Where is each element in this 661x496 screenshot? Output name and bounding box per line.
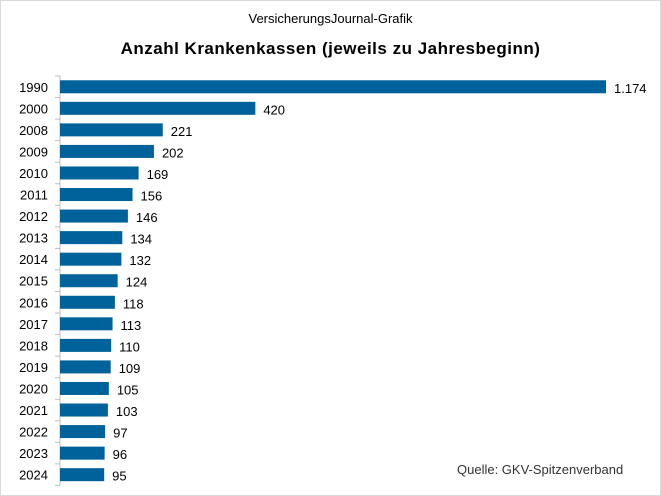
bar-2019 [60,360,111,374]
data-label: 96 [113,447,127,462]
data-label: 105 [117,382,139,397]
data-label: 97 [113,426,127,441]
bar-2012 [60,209,128,223]
category-label: 2017 [19,317,48,332]
category-label: 2011 [20,188,48,203]
category-label: 2018 [19,338,48,353]
data-label: 420 [263,102,285,117]
category-label: 2016 [19,295,48,310]
bar-2014 [60,252,122,266]
bar-2000 [60,101,256,115]
category-label: 2014 [19,252,48,267]
data-label: 1.174 [614,81,647,96]
bar-2015 [60,274,118,288]
category-label: 2012 [19,209,48,224]
chart-title: Anzahl Krankenkassen (jeweils zu Jahresb… [120,39,541,58]
bar-1990 [60,80,606,94]
source-note: Quelle: GKV-Spitzenverband [457,462,624,477]
data-label: 110 [119,339,140,354]
data-label: 134 [130,232,152,247]
data-label: 132 [129,253,151,268]
bar-2021 [60,403,108,417]
data-label: 103 [116,404,138,419]
category-label: 2024 [19,468,48,483]
category-label: 2020 [19,381,48,396]
bar-2011 [60,188,133,202]
data-label: 156 [141,189,163,204]
category-label: 2010 [19,166,48,181]
bar-2022 [60,425,106,439]
data-label: 146 [136,210,158,225]
category-label: 2015 [19,274,48,289]
bar-2017 [60,317,113,331]
bar-2020 [60,381,109,395]
category-label: 2013 [19,231,48,246]
category-label: 2008 [19,123,48,138]
data-label: 118 [123,296,144,311]
data-label: 202 [162,145,184,160]
bar-2024 [60,468,105,482]
data-label: 113 [121,318,142,333]
data-label: 169 [147,167,169,182]
bar-2013 [60,231,123,245]
category-label: 2000 [19,101,48,116]
category-label: 2009 [19,144,48,159]
bar-2010 [60,166,139,180]
category-label: 2019 [19,360,48,375]
bar-2009 [60,144,154,158]
chart-subtitle: VersicherungsJournal-Grafik [248,11,413,26]
category-label: 1990 [19,80,48,95]
category-label: 2023 [19,446,48,461]
data-label: 124 [126,275,148,290]
category-label: 2022 [19,425,48,440]
data-label: 221 [171,124,193,139]
bar-2016 [60,295,115,309]
data-label: 109 [119,361,141,376]
bar-2023 [60,446,105,460]
category-label: 2021 [19,403,48,418]
bar-2018 [60,338,112,352]
data-label: 95 [112,469,126,484]
bar-2008 [60,123,163,137]
